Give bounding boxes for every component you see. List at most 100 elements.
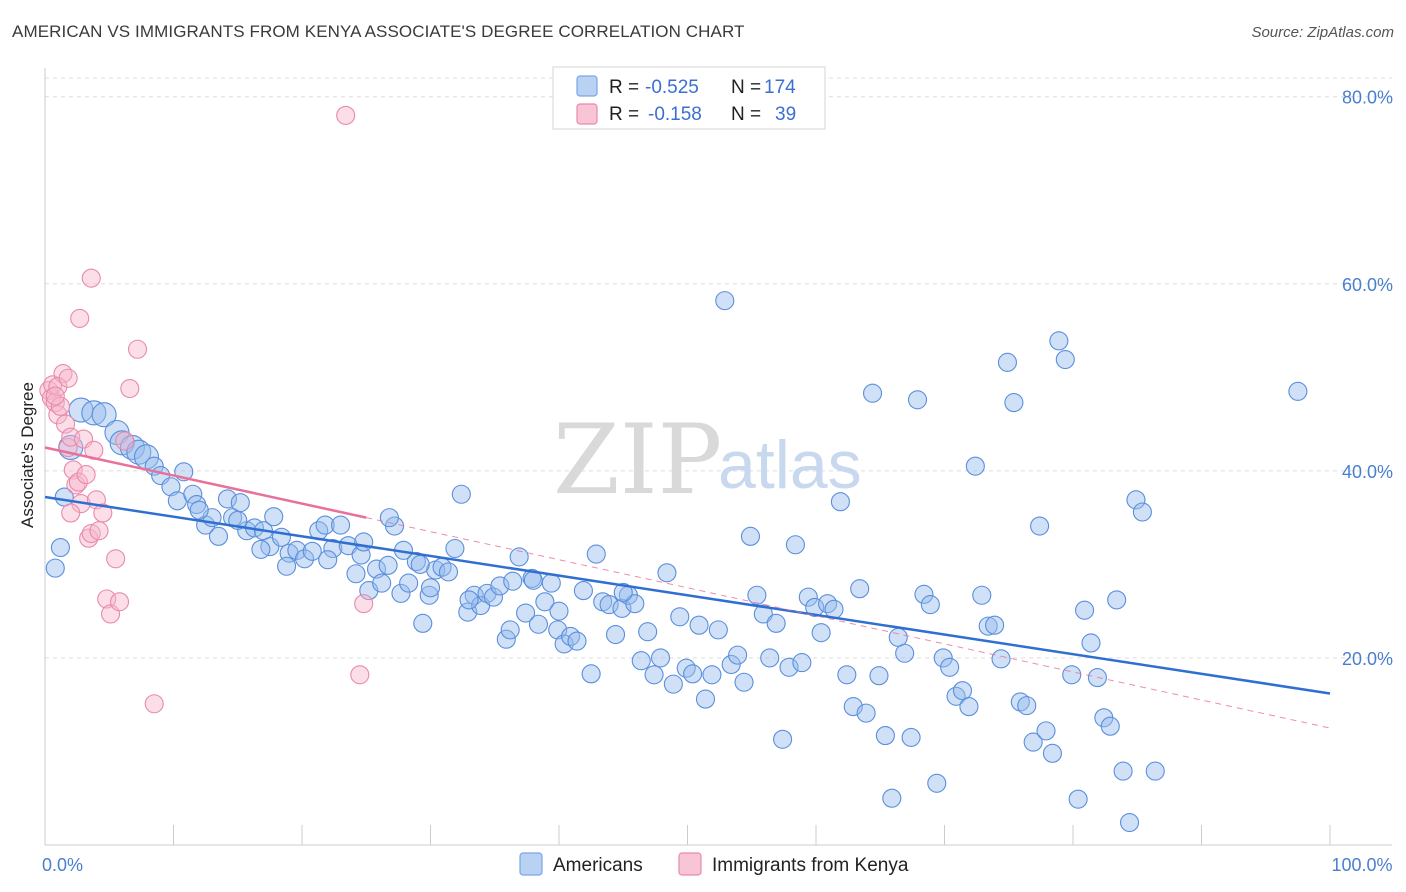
point-0-124 bbox=[888, 627, 908, 647]
point-1-17 bbox=[81, 523, 101, 544]
point-0-24 bbox=[230, 493, 250, 513]
point-1-20 bbox=[89, 521, 109, 541]
point-0-61 bbox=[483, 587, 504, 607]
point-1-3 bbox=[45, 393, 65, 413]
watermark-atlas: atlas bbox=[718, 427, 862, 503]
point-0-116 bbox=[837, 665, 857, 685]
point-1-35 bbox=[336, 105, 356, 125]
point-0-86 bbox=[644, 665, 664, 685]
trend-line-1 bbox=[44, 446, 367, 519]
point-0-135 bbox=[959, 697, 979, 717]
bottom-legend-label-kenya: Immigrants from Kenya bbox=[712, 855, 909, 876]
point-0-64 bbox=[503, 571, 523, 591]
point-0-168 bbox=[459, 590, 479, 610]
y-tick-label-1: 40.0% bbox=[1342, 462, 1393, 482]
point-0-171 bbox=[549, 601, 569, 621]
bottom-legend-swatch-americans bbox=[519, 852, 543, 876]
point-0-112 bbox=[811, 623, 831, 643]
point-0-164 bbox=[1288, 381, 1308, 401]
point-0-45 bbox=[378, 555, 398, 575]
legend-swatch-kenya bbox=[576, 103, 598, 125]
point-0-166 bbox=[500, 620, 520, 640]
point-0-101 bbox=[740, 526, 761, 546]
series-0-points bbox=[45, 291, 1308, 833]
point-0-145 bbox=[1023, 732, 1043, 752]
point-0-34 bbox=[302, 541, 322, 561]
legend-box: R = -0.525 N = 174 R = -0.158 N = 39 bbox=[552, 66, 826, 130]
point-0-159 bbox=[1113, 761, 1133, 781]
point-0-150 bbox=[1055, 349, 1075, 370]
point-0-106 bbox=[773, 729, 793, 749]
point-0-120 bbox=[862, 383, 883, 403]
point-0-83 bbox=[625, 594, 645, 614]
point-0-43 bbox=[366, 559, 387, 579]
point-0-65 bbox=[509, 547, 529, 567]
point-0-122 bbox=[875, 726, 895, 746]
legend-n-value-americans: 174 bbox=[764, 77, 796, 98]
point-0-110 bbox=[798, 587, 818, 607]
point-0-69 bbox=[535, 592, 555, 612]
axes bbox=[44, 68, 1392, 846]
point-0-90 bbox=[670, 607, 690, 627]
legend-swatch-americans bbox=[576, 75, 598, 97]
point-0-96 bbox=[708, 620, 728, 640]
point-0-148 bbox=[1042, 743, 1062, 763]
point-0-152 bbox=[1068, 789, 1088, 809]
legend-n-label-americans: N = bbox=[731, 77, 761, 98]
point-0-40 bbox=[346, 564, 366, 584]
point-1-36 bbox=[350, 665, 370, 685]
tick-labels: 20.0% 40.0% 60.0% 80.0% 0.0% 100.0% bbox=[42, 88, 1393, 875]
legend-r-value-kenya: -0.158 bbox=[648, 104, 702, 125]
point-0-92 bbox=[683, 664, 703, 684]
point-0-66 bbox=[516, 603, 536, 623]
point-0-107 bbox=[779, 657, 799, 677]
point-0-80 bbox=[605, 624, 626, 645]
point-0-68 bbox=[528, 614, 548, 634]
point-1-33 bbox=[58, 368, 78, 388]
point-0-22 bbox=[217, 489, 238, 509]
point-0-93 bbox=[689, 615, 709, 635]
point-0-70 bbox=[541, 573, 561, 593]
point-0-105 bbox=[766, 613, 786, 633]
point-0-142 bbox=[1004, 393, 1024, 413]
point-0-143 bbox=[1010, 692, 1030, 712]
trend-lines bbox=[44, 446, 1331, 729]
point-0-36 bbox=[315, 515, 335, 535]
point-0-127 bbox=[907, 390, 928, 410]
point-1-27 bbox=[120, 378, 140, 399]
point-0-21 bbox=[208, 526, 229, 546]
source-label: Source: ZipAtlas.com bbox=[1251, 24, 1394, 41]
point-0-176 bbox=[277, 556, 297, 576]
point-0-98 bbox=[721, 654, 741, 675]
legend-n-value-kenya: 39 bbox=[775, 104, 796, 125]
point-0-79 bbox=[599, 595, 619, 615]
point-0-14 bbox=[161, 477, 181, 497]
point-0-126 bbox=[901, 727, 921, 747]
point-0-144 bbox=[1017, 696, 1037, 716]
point-1-10 bbox=[63, 460, 83, 480]
point-0-77 bbox=[586, 544, 606, 564]
point-0-125 bbox=[895, 643, 915, 663]
point-0-179 bbox=[189, 500, 209, 520]
point-0-88 bbox=[657, 563, 677, 583]
point-0-102 bbox=[747, 585, 767, 605]
point-0-97 bbox=[715, 291, 735, 311]
grid-lines bbox=[45, 77, 1392, 659]
point-0-130 bbox=[927, 773, 947, 793]
point-0-128 bbox=[914, 584, 934, 604]
point-1-26 bbox=[115, 431, 135, 451]
point-0-99 bbox=[728, 645, 748, 665]
point-0-0 bbox=[50, 538, 70, 558]
point-0-161 bbox=[1126, 490, 1146, 510]
trend-line-0 bbox=[44, 495, 1331, 695]
point-1-12 bbox=[68, 472, 88, 492]
point-1-34 bbox=[45, 386, 65, 406]
y-tick-label-0: 20.0% bbox=[1342, 649, 1393, 669]
point-0-138 bbox=[978, 616, 998, 636]
point-0-154 bbox=[1081, 633, 1101, 653]
point-1-30 bbox=[70, 308, 90, 328]
point-0-54 bbox=[438, 562, 459, 582]
point-1-29 bbox=[144, 694, 164, 714]
point-1-21 bbox=[93, 503, 113, 523]
point-0-95 bbox=[702, 665, 722, 685]
